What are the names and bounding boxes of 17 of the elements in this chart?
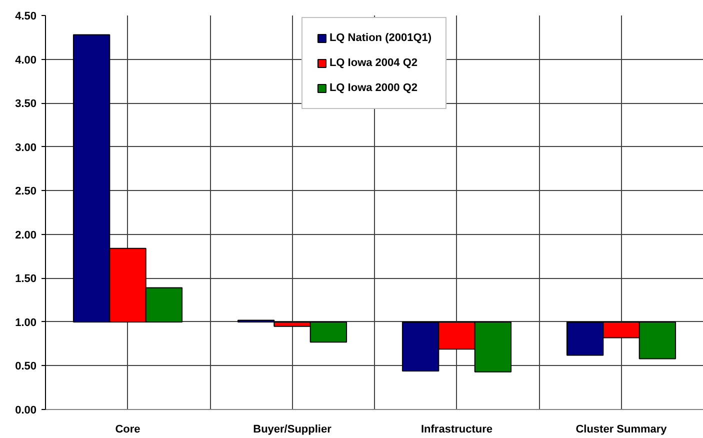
y-tick-label: 1.00: [15, 316, 37, 329]
x-tick-label: Core: [115, 424, 140, 436]
legend-label: LQ Nation (2001Q1): [329, 32, 432, 44]
x-tick-label: Infrastructure: [420, 424, 493, 436]
y-tick-label: 0.00: [15, 404, 37, 416]
x-tick-label: Buyer/Supplier: [253, 424, 332, 436]
y-tick-label: 3.00: [15, 142, 37, 154]
y-tick-label: 4.00: [15, 54, 37, 66]
y-tick-label: 2.50: [15, 186, 37, 198]
y-tick-label: 3.50: [15, 98, 37, 110]
x-tick-label: Cluster Summary: [576, 424, 668, 436]
legend-label: LQ Iowa 2004 Q2: [329, 57, 418, 69]
y-tick-label: 1.50: [15, 273, 37, 286]
y-tick-label: 4.50: [15, 10, 37, 22]
y-tick-label: 0.50: [15, 360, 37, 373]
legend-label: LQ Iowa 2000 Q2: [329, 82, 418, 94]
y-tick-label: 2.00: [15, 229, 37, 242]
